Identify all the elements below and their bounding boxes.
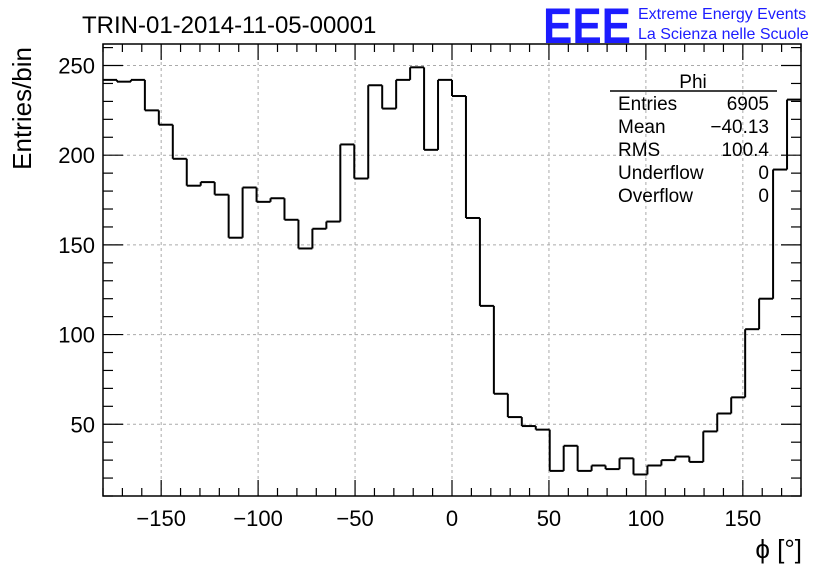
eee-logo-line2: La Scienza nelle Scuole bbox=[638, 26, 809, 43]
x-tick-label: −150 bbox=[136, 506, 186, 531]
histogram-bin bbox=[241, 186, 257, 238]
histogram-bin bbox=[213, 182, 229, 196]
histogram-bin bbox=[534, 426, 550, 431]
stats-label: Mean bbox=[618, 117, 666, 138]
histogram-bin bbox=[311, 227, 327, 249]
histogram-bin bbox=[339, 143, 355, 222]
histogram-bin bbox=[660, 459, 676, 466]
x-tick-label: 150 bbox=[724, 506, 761, 531]
histogram-bin bbox=[716, 412, 732, 432]
histogram-bin bbox=[395, 78, 411, 109]
histogram-bin bbox=[255, 187, 271, 203]
y-tick-label: 100 bbox=[58, 323, 95, 348]
histogram-bin bbox=[730, 396, 746, 414]
eee-logo-line1: Extreme Energy Events bbox=[638, 6, 806, 23]
y-tick-label: 50 bbox=[71, 412, 95, 437]
x-tick-label: −50 bbox=[336, 506, 373, 531]
histogram-bin bbox=[451, 79, 466, 98]
histogram-bin bbox=[548, 429, 564, 472]
y-tick-label: 250 bbox=[58, 54, 95, 79]
x-tick-labels: −150 −100 −50 0 50 100 150 bbox=[136, 506, 761, 531]
histogram-bin bbox=[129, 78, 145, 82]
histogram-bin bbox=[632, 458, 648, 476]
histogram-bin bbox=[464, 96, 480, 219]
histogram-bin bbox=[437, 78, 452, 150]
grid-lines bbox=[103, 44, 801, 496]
histogram-bin bbox=[269, 197, 285, 202]
histogram-bin bbox=[492, 305, 508, 395]
chart-title: TRIN-01-2014-11-05-00001 bbox=[82, 12, 376, 39]
histogram-bin bbox=[772, 168, 788, 299]
stats-label: Entries bbox=[618, 94, 677, 115]
histogram-bin bbox=[325, 220, 341, 229]
x-axis-title: ϕ [°] bbox=[755, 534, 802, 564]
eee-logo: EEE Extreme Energy Events La Scienza nel… bbox=[543, 0, 809, 54]
histogram-bin bbox=[674, 455, 690, 461]
histogram-bin bbox=[576, 445, 592, 472]
histogram-bin bbox=[758, 297, 774, 330]
stats-value: 100.4 bbox=[721, 140, 769, 161]
histogram-bin bbox=[590, 464, 606, 471]
histogram-bin bbox=[646, 464, 662, 475]
eee-logo-mark: EEE bbox=[543, 0, 631, 54]
histogram-bin bbox=[744, 328, 760, 398]
histogram-bin bbox=[353, 144, 369, 180]
histogram-bin bbox=[283, 198, 299, 221]
histogram-bin bbox=[506, 393, 522, 419]
stats-label: Underflow bbox=[618, 163, 704, 184]
histogram-bin bbox=[478, 217, 494, 307]
histogram-bars bbox=[103, 66, 801, 476]
stats-title: Phi bbox=[679, 72, 706, 93]
histogram-bin bbox=[618, 457, 634, 470]
histogram-bin bbox=[688, 456, 704, 463]
histogram-bin bbox=[562, 444, 578, 471]
plot-frame bbox=[102, 43, 802, 497]
histogram-bin bbox=[604, 465, 620, 471]
histogram-bin bbox=[520, 417, 536, 428]
stats-value: 6905 bbox=[727, 94, 769, 115]
x-tick-label: 0 bbox=[446, 506, 458, 531]
x-tick-label: 50 bbox=[537, 506, 561, 531]
histogram-bin bbox=[227, 194, 243, 239]
histogram-bin bbox=[157, 110, 173, 126]
histogram-bin bbox=[786, 98, 801, 170]
y-tick-label: 200 bbox=[58, 143, 95, 168]
histogram-bin bbox=[423, 67, 439, 151]
histogram-bin bbox=[297, 219, 313, 250]
histogram-bin bbox=[143, 79, 159, 112]
stats-value: 0 bbox=[758, 163, 769, 184]
stats-value: −40.13 bbox=[710, 117, 769, 138]
stats-label: Overflow bbox=[618, 186, 693, 207]
histogram-bin bbox=[367, 84, 383, 179]
stats-label: RMS bbox=[618, 140, 660, 161]
y-tick-label: 150 bbox=[58, 233, 95, 258]
x-tick-label: 100 bbox=[628, 506, 665, 531]
x-tick-label: −100 bbox=[233, 506, 283, 531]
y-axis-title: Entries/bin bbox=[7, 47, 37, 170]
histogram-bin bbox=[409, 66, 425, 80]
y-tick-labels: 50 100 150 200 250 bbox=[58, 54, 95, 438]
histogram-bin bbox=[381, 85, 397, 110]
stats-box: Phi Entries 6905 Mean −40.13 RMS 100.4 Underfl… bbox=[610, 72, 777, 207]
stats-value: 0 bbox=[758, 186, 769, 207]
histogram-bin bbox=[115, 79, 131, 83]
histogram-bin bbox=[171, 124, 187, 160]
histogram-bin bbox=[199, 181, 215, 186]
histogram-bin bbox=[185, 158, 201, 187]
histogram-bin bbox=[702, 430, 718, 462]
